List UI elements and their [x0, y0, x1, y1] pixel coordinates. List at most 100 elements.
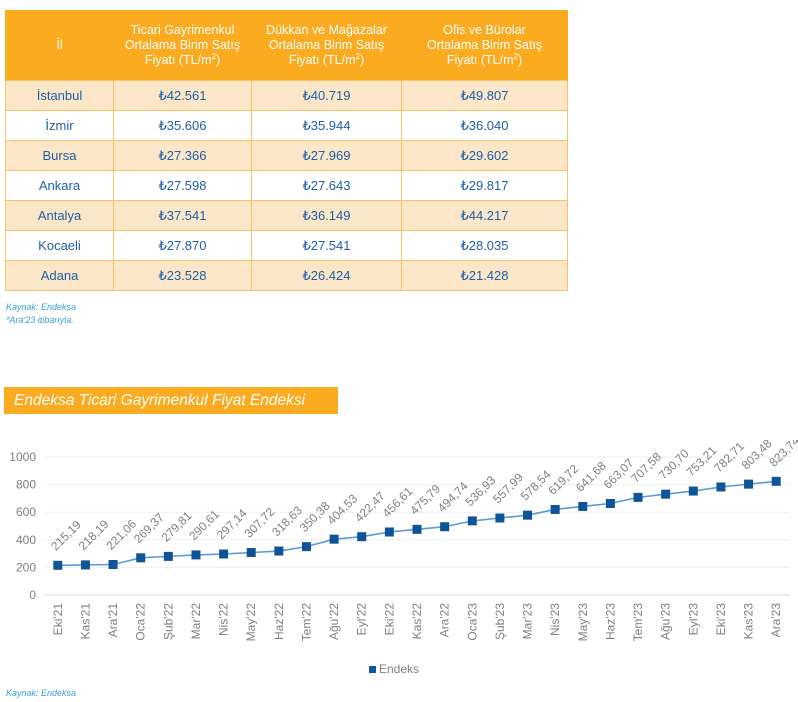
data-point-marker [467, 516, 477, 526]
y-tick-label: 0 [29, 588, 36, 602]
x-tick-label: Mar'22 [189, 603, 203, 640]
data-point-marker [688, 486, 698, 496]
data-point-marker [605, 498, 615, 508]
cell-shops: ₺35.944 [251, 110, 402, 141]
cell-commercial: ₺42.561 [113, 80, 252, 111]
x-tick-label: May'23 [576, 603, 590, 642]
x-tick-label: Nis'22 [217, 603, 231, 636]
x-tick-label: Şub'23 [493, 603, 507, 640]
x-tick-label: Tem'23 [631, 603, 645, 642]
y-tick-label: 600 [16, 505, 36, 519]
data-label: 730,70 [656, 446, 692, 482]
data-point-marker [191, 550, 201, 560]
chart-source-note: Kaynak: Endeksa [6, 688, 77, 698]
cell-shops: ₺36.149 [251, 200, 402, 231]
cell-city: İstanbul [5, 80, 114, 111]
table-header-row: İl Ticari Gayrimenkul Ortalama Birim Sat… [5, 10, 568, 81]
y-tick-label: 1000 [9, 450, 36, 464]
table-row: İzmir ₺35.606 ₺35.944 ₺36.040 [5, 110, 568, 141]
data-point-marker [523, 510, 533, 520]
data-point-marker [578, 501, 588, 511]
data-point-marker [136, 553, 146, 563]
cell-offices: ₺49.807 [401, 80, 568, 111]
x-tick-label: Eyl'23 [686, 603, 700, 636]
x-tick-label: Mar'23 [521, 603, 535, 640]
table-row: Kocaeli ₺27.870 ₺27.541 ₺28.035 [5, 230, 568, 261]
data-point-marker [440, 522, 450, 532]
cell-commercial: ₺27.366 [113, 140, 252, 171]
x-tick-label: Eki'22 [382, 603, 396, 636]
x-tick-label: Ara'21 [106, 603, 120, 638]
data-point-marker [771, 476, 781, 486]
x-tick-label: Tem'22 [299, 603, 313, 642]
data-point-marker [301, 542, 311, 552]
data-label: 307,72 [241, 505, 277, 541]
y-tick-label: 200 [16, 560, 36, 574]
data-point-marker [108, 559, 118, 569]
cell-commercial: ₺37.541 [113, 200, 252, 231]
x-tick-label: Haz'23 [603, 603, 617, 640]
data-label: 782,71 [711, 440, 747, 475]
legend-swatch-endeks [369, 666, 376, 674]
data-point-marker [744, 479, 754, 489]
cell-shops: ₺40.719 [251, 80, 402, 111]
series-markers [53, 476, 781, 570]
x-tick-label: Ağu'23 [659, 603, 673, 640]
x-tick-label: Eyl'22 [355, 603, 369, 636]
data-point-marker [246, 548, 256, 558]
x-axis-ticks: Eki'21 Kas'21 Ara'21 Oca'22 Şub'22 Mar'22 Nis'… [51, 603, 783, 642]
chart-legend: Endeks [369, 662, 419, 676]
x-tick-label: Oca'23 [465, 603, 479, 641]
cell-city: Bursa [5, 140, 114, 171]
cell-city: Kocaeli [5, 230, 114, 261]
data-label: 218,19 [76, 517, 112, 553]
x-tick-label: Ara'23 [769, 603, 783, 638]
price-table: İl Ticari Gayrimenkul Ortalama Birim Sat… [5, 10, 568, 291]
data-label: 297,14 [214, 506, 250, 542]
cell-commercial: ₺23.528 [113, 260, 252, 291]
grid-lines [44, 456, 790, 596]
x-tick-label: Ağu'22 [327, 603, 341, 640]
table-row: Ankara ₺27.598 ₺27.643 ₺29.817 [5, 170, 568, 201]
data-point-marker [550, 504, 560, 514]
cell-shops: ₺27.541 [251, 230, 402, 261]
header-offices: Ofis ve Bürolar Ortalama Birim Satış Fiy… [401, 10, 568, 81]
data-point-marker [633, 492, 643, 502]
y-tick-label: 400 [16, 533, 36, 547]
data-point-marker [716, 482, 726, 492]
data-point-marker [329, 534, 339, 544]
cell-offices: ₺36.040 [401, 110, 568, 141]
x-tick-label: Eki'23 [714, 603, 728, 636]
data-point-marker [412, 524, 422, 534]
data-point-marker [661, 489, 671, 499]
index-line-chart: 0 200 400 600 800 1000 Eki'21 Kas'21 Ara'21 Oca'… [9, 440, 798, 642]
data-point-marker [80, 560, 90, 570]
cell-offices: ₺29.817 [401, 170, 568, 201]
x-tick-label: Kas'21 [78, 603, 92, 640]
table-row: Adana ₺23.528 ₺26.424 ₺21.428 [5, 260, 568, 291]
cell-offices: ₺21.428 [401, 260, 568, 291]
x-tick-label: Kas'23 [742, 603, 756, 640]
chart-title: Endeksa Ticari Gayrimenkul Fiyat Endeksi [14, 392, 306, 409]
legend-label-endeks: Endeks [379, 662, 420, 676]
header-commercial: Ticari Gayrimenkul Ortalama Birim Satış … [113, 10, 252, 81]
x-tick-label: Şub'22 [161, 603, 175, 640]
cell-shops: ₺27.969 [251, 140, 402, 171]
table-source-note: Kaynak: Endeksa [6, 302, 77, 312]
cell-offices: ₺29.602 [401, 140, 568, 171]
data-point-marker [53, 560, 63, 570]
data-label: 641,68 [573, 458, 609, 494]
data-label: 215,19 [48, 517, 84, 553]
x-tick-label: Ara'22 [438, 603, 452, 638]
x-tick-label: Kas'22 [410, 603, 424, 640]
data-label: 557,99 [490, 470, 526, 506]
header-shops: Dükkan ve Mağazalar Ortalama Birim Satış… [251, 10, 402, 81]
data-point-marker [384, 527, 394, 537]
cell-offices: ₺44.217 [401, 200, 568, 231]
cell-city: Adana [5, 260, 114, 291]
x-tick-label: Nis'23 [548, 603, 562, 636]
data-point-marker [219, 549, 229, 559]
cell-commercial: ₺27.870 [113, 230, 252, 261]
table-row: Antalya ₺37.541 ₺36.149 ₺44.217 [5, 200, 568, 231]
cell-commercial: ₺35.606 [113, 110, 252, 141]
